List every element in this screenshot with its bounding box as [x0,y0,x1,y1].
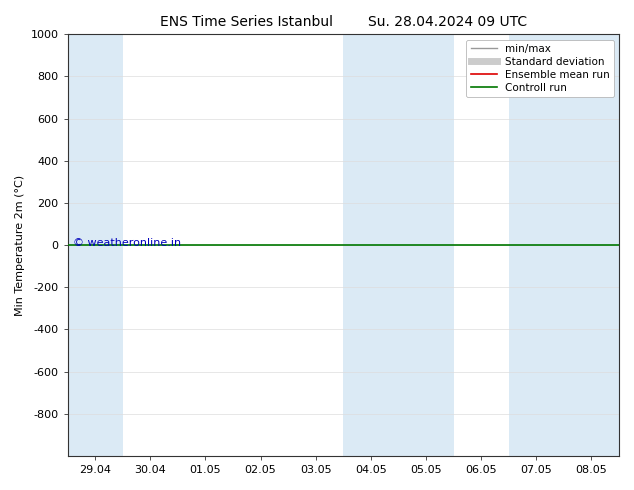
Bar [508,34,619,456]
Text: © weatheronline.in: © weatheronline.in [73,238,181,248]
Y-axis label: Min Temperature 2m (°C): Min Temperature 2m (°C) [15,174,25,316]
Legend: min/max, Standard deviation, Ensemble mean run, Controll run: min/max, Standard deviation, Ensemble me… [467,40,614,97]
Bar [68,34,123,456]
Bar [343,34,453,456]
Title: ENS Time Series Istanbul        Su. 28.04.2024 09 UTC: ENS Time Series Istanbul Su. 28.04.2024 … [160,15,527,29]
